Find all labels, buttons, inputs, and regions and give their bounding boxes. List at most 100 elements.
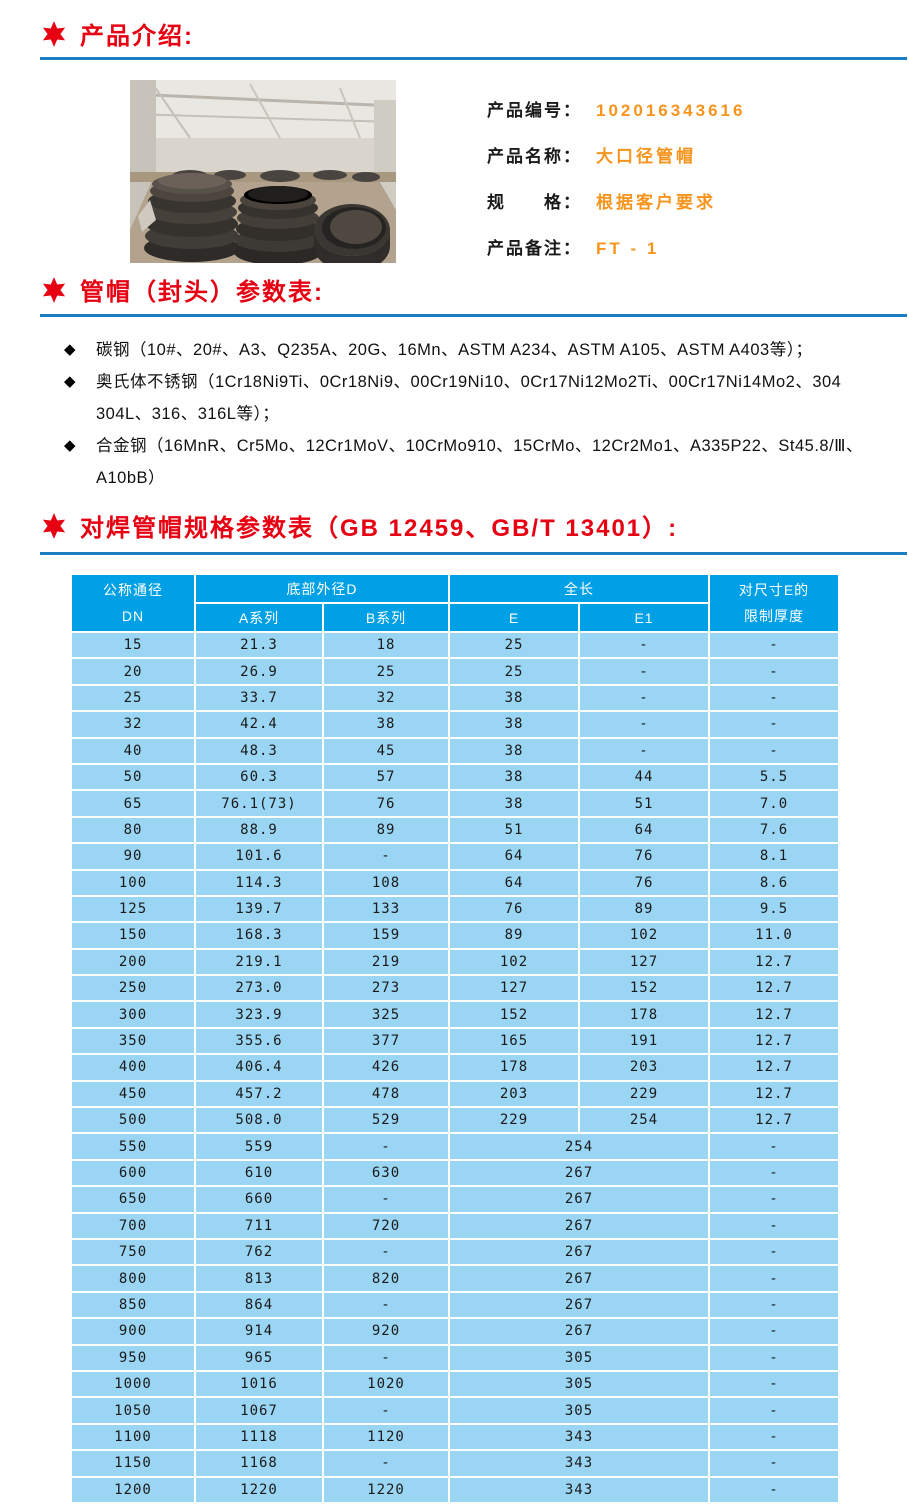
table-cell: 343 [450, 1451, 708, 1476]
bullet-line: 304L、316、316L等）； [96, 405, 280, 423]
table-cell: 178 [450, 1055, 578, 1080]
table-row: 200 219.1 219 102 127 12.7 [72, 949, 838, 975]
table-cell: 711 [196, 1213, 322, 1238]
section-spec-title: 对焊管帽规格参数表（GB 12459、GB/T 13401）: [80, 515, 679, 542]
table-cell: 89 [580, 896, 708, 922]
divider-line [40, 314, 907, 317]
table-cell: 12.7 [710, 1108, 838, 1133]
table-cell: 406.4 [196, 1055, 322, 1080]
table-row: 550 559-254- [72, 1134, 838, 1159]
section-intro-header: 产品介绍: [40, 16, 194, 51]
table-row: 1200 1220 1220 343- [72, 1477, 838, 1502]
table-cell: 267 [450, 1160, 708, 1186]
table-cell: 25 [450, 633, 578, 658]
table-cell: 51 [450, 817, 578, 843]
table-cell: 1220 [196, 1477, 322, 1502]
table-cell: 38 [450, 685, 578, 711]
table-cell: 178 [580, 1002, 708, 1027]
table-cell: 100 [72, 870, 194, 895]
table-cell: 323.9 [196, 1002, 322, 1027]
table-row: 600 610 630 267- [72, 1160, 838, 1186]
table-cell: - [710, 712, 838, 737]
table-cell: 267 [450, 1213, 708, 1238]
table-cell: - [324, 1398, 448, 1423]
product-spec-label: 规 格： [487, 193, 582, 212]
header-limit-line2: 限制厚度 [744, 608, 804, 624]
table-cell: 229 [580, 1081, 708, 1107]
table-cell: 400 [72, 1055, 194, 1080]
table-cell: 203 [580, 1055, 708, 1080]
table-cell: 950 [72, 1345, 194, 1370]
table-cell: 15 [72, 633, 194, 658]
table-cell: 1120 [324, 1424, 448, 1450]
table-cell: 508.0 [196, 1108, 322, 1133]
table-cell: 630 [324, 1160, 448, 1186]
table-cell: 273.0 [196, 976, 322, 1001]
table-row: 80 88.9 89 51 64 7.6 [72, 817, 838, 843]
table-cell: - [710, 1477, 838, 1502]
table-cell: 267 [450, 1239, 708, 1265]
diamond-icon: ◆ [64, 437, 76, 454]
star-icon [40, 512, 68, 540]
header-cell-outer-diameter: 底部外径D [196, 575, 448, 602]
table-cell: 1016 [196, 1371, 322, 1397]
table-cell: 305 [450, 1345, 708, 1370]
table-cell: - [710, 633, 838, 658]
table-cell: - [710, 1187, 838, 1212]
table-row: 1100 1118 1120 343- [72, 1424, 838, 1450]
table-cell: 343 [450, 1424, 708, 1450]
table-cell: - [580, 738, 708, 763]
header-limit-line1: 对尺寸E的 [738, 582, 810, 598]
table-row: 750 762-267- [72, 1239, 838, 1265]
table-cell: 1220 [324, 1477, 448, 1502]
pipe-cap-stack-left [144, 173, 240, 262]
table-cell: 12.7 [710, 1028, 838, 1054]
table-cell: 267 [450, 1292, 708, 1318]
table-cell: 305 [450, 1398, 708, 1423]
table-cell: 229 [450, 1108, 578, 1133]
table-cell: 325 [324, 1002, 448, 1027]
table-cell: 150 [72, 923, 194, 948]
table-cell: - [580, 712, 708, 737]
divider-line [40, 552, 907, 555]
table-cell: 450 [72, 1081, 194, 1107]
table-row: 90 101.6-64 76 8.1 [72, 844, 838, 869]
table-cell: 38 [450, 764, 578, 790]
product-spec-value: 根据客户要求 [596, 193, 716, 212]
diamond-icon: ◆ [64, 341, 76, 358]
table-cell: - [324, 1239, 448, 1265]
table-cell: 600 [72, 1160, 194, 1186]
table-cell: 125 [72, 896, 194, 922]
table-cell: 267 [450, 1187, 708, 1212]
table-cell: - [710, 1239, 838, 1265]
table-cell: 48.3 [196, 738, 322, 763]
table-cell: 343 [450, 1477, 708, 1502]
table-cell: 76 [580, 844, 708, 869]
table-cell: 900 [72, 1319, 194, 1344]
star-icon [40, 276, 68, 304]
table-cell: 426 [324, 1055, 448, 1080]
table-cell: 89 [450, 923, 578, 948]
table-cell: 1118 [196, 1424, 322, 1450]
table-row: 1050 1067-305- [72, 1398, 838, 1423]
table-cell: 219 [324, 949, 448, 975]
table-cell: 762 [196, 1239, 322, 1265]
section-params-title: 管帽（封头）参数表: [80, 279, 324, 306]
table-cell: 1168 [196, 1451, 322, 1476]
table-cell: 650 [72, 1187, 194, 1212]
table-header-row-1: 公称通径 DN 底部外径D 全长 对尺寸E的 限制厚度 [72, 575, 838, 631]
table-cell: 18 [324, 633, 448, 658]
table-cell: 127 [450, 976, 578, 1001]
product-name-row: 产品名称： 大口径管帽 [487, 142, 696, 167]
table-cell: - [710, 685, 838, 711]
table-cell: 500 [72, 1108, 194, 1133]
spec-table: 公称通径 DN 底部外径D 全长 对尺寸E的 限制厚度 A系列 B系列 E E1… [70, 573, 840, 1504]
table-cell: - [324, 1187, 448, 1212]
star-icon [40, 20, 68, 48]
table-cell: 165 [450, 1028, 578, 1054]
table-row: 50 60.3 57 38 44 5.5 [72, 764, 838, 790]
table-row: 20 26.9 25 25- - [72, 659, 838, 684]
table-cell: 350 [72, 1028, 194, 1054]
table-cell: 21.3 [196, 633, 322, 658]
table-cell: - [710, 738, 838, 763]
